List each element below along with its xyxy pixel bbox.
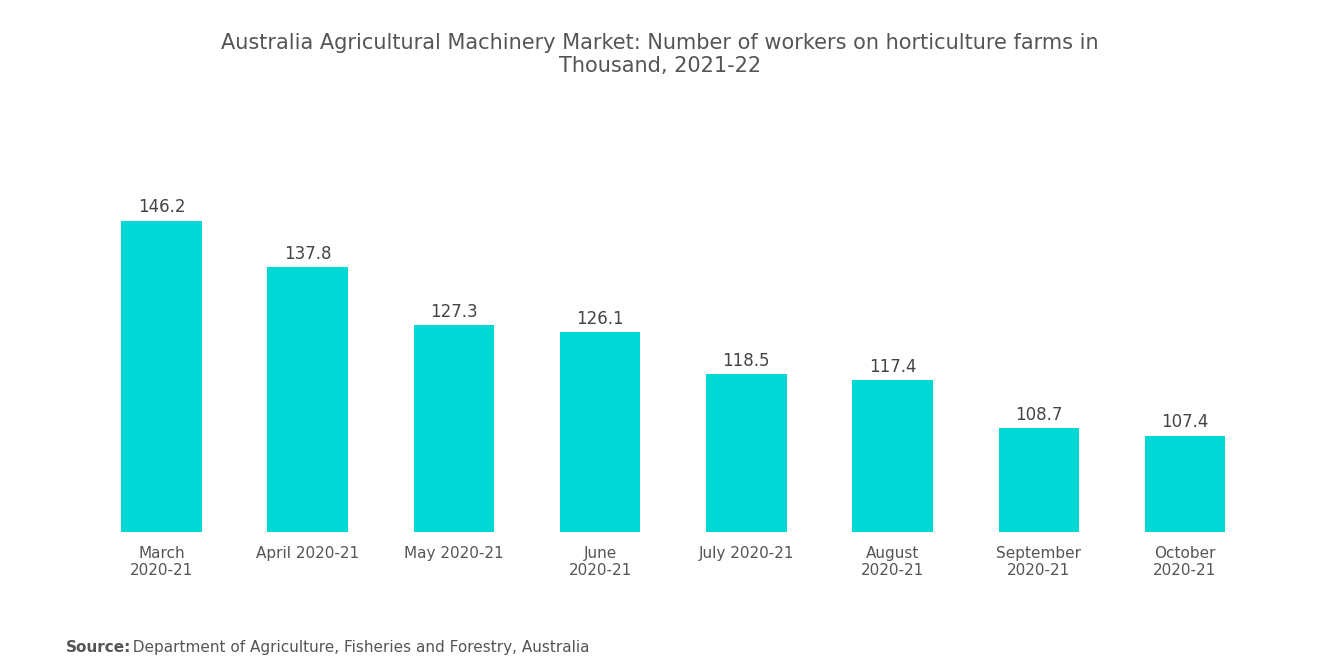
Text: 107.4: 107.4 xyxy=(1162,413,1209,431)
Text: Australia Agricultural Machinery Market: Number of workers on horticulture farms: Australia Agricultural Machinery Market:… xyxy=(222,33,1098,76)
Text: 117.4: 117.4 xyxy=(869,358,916,376)
Text: 146.2: 146.2 xyxy=(137,198,185,216)
Text: 127.3: 127.3 xyxy=(430,303,478,321)
Text: Department of Agriculture, Fisheries and Forestry, Australia: Department of Agriculture, Fisheries and… xyxy=(123,640,589,655)
Text: 126.1: 126.1 xyxy=(577,309,624,328)
Bar xyxy=(1144,436,1225,665)
Bar xyxy=(413,325,494,665)
Bar xyxy=(706,374,787,665)
Bar xyxy=(268,267,348,665)
Text: 108.7: 108.7 xyxy=(1015,406,1063,424)
Bar xyxy=(998,428,1078,665)
Text: 118.5: 118.5 xyxy=(722,352,770,370)
Text: 137.8: 137.8 xyxy=(284,245,331,263)
Bar xyxy=(121,221,202,665)
Text: Source:: Source: xyxy=(66,640,132,655)
Bar xyxy=(853,380,933,665)
Bar xyxy=(560,332,640,665)
